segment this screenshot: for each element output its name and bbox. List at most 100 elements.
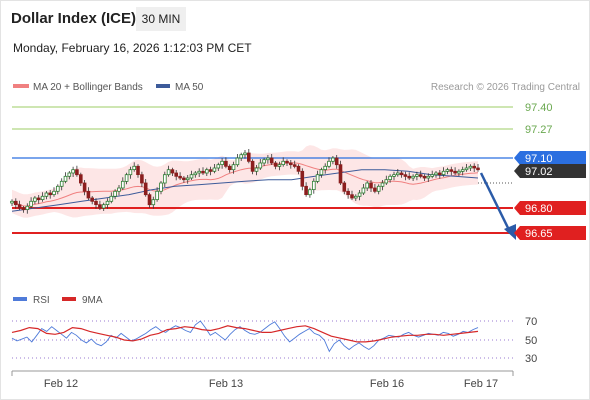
candle-body [399, 172, 404, 176]
candle-body [288, 162, 293, 166]
candle [98, 200, 102, 210]
candle [407, 172, 411, 180]
candle [437, 170, 442, 179]
candle [90, 196, 95, 205]
candle-body [346, 190, 350, 196]
rsi-gridlines [12, 320, 513, 359]
candle [388, 174, 392, 183]
candle-body [403, 174, 408, 177]
rsi-tick-30: 30 [525, 353, 537, 365]
candle-body [434, 172, 438, 176]
candle-body [239, 154, 244, 159]
candle-body [132, 165, 137, 171]
candle [185, 175, 190, 184]
x-label-feb17: Feb 17 [464, 378, 498, 390]
candle-body [296, 165, 301, 172]
candle [36, 195, 41, 204]
candle-body [464, 167, 469, 171]
candle-body [300, 170, 305, 187]
candle [56, 184, 60, 195]
level-label-r1: 97.27 [525, 124, 553, 136]
candle-body [86, 190, 91, 199]
candle [464, 164, 469, 172]
candle-body [380, 182, 385, 187]
candle-body [224, 160, 228, 167]
candle [468, 164, 473, 171]
level-tag-s1: 96.80 [514, 201, 586, 215]
candle [472, 163, 476, 172]
candle [143, 179, 148, 197]
candle [162, 171, 167, 187]
candle [59, 178, 64, 191]
candle [94, 198, 98, 209]
candle [17, 200, 22, 210]
candle [231, 161, 236, 174]
timestamp: Monday, February 16, 2026 1:12:03 PM CET [13, 41, 252, 55]
level-label-s1: 96.80 [525, 203, 553, 215]
candle [415, 171, 419, 181]
candle-body [56, 185, 60, 192]
rsi-line [11, 320, 479, 353]
candle [403, 171, 408, 181]
candle-body [468, 165, 473, 169]
candle [258, 159, 263, 170]
candle-body [79, 174, 83, 184]
candle [159, 181, 163, 195]
candle [357, 190, 362, 201]
candle [71, 166, 75, 177]
candle [334, 155, 339, 169]
candle-body [422, 175, 427, 179]
level-tag-pivot: 97.10 [514, 151, 586, 165]
candle-body [185, 177, 190, 181]
candle-body [82, 182, 87, 192]
candle [384, 175, 389, 185]
candle-body [350, 194, 354, 199]
candle-body [178, 175, 182, 179]
candle [204, 167, 209, 176]
candle [227, 164, 232, 173]
candle [319, 167, 324, 178]
candle [174, 170, 179, 181]
candle-body [308, 189, 312, 196]
candle [128, 166, 133, 179]
candle-body [254, 167, 259, 172]
candle-body [449, 169, 454, 172]
candle-body [113, 190, 117, 197]
candle-body [10, 200, 14, 204]
candle-body [197, 170, 202, 174]
candle [392, 171, 396, 181]
candle-body [101, 204, 106, 209]
candle [342, 181, 347, 195]
candle-body [285, 160, 289, 164]
candle [476, 164, 480, 172]
instrument-title: Dollar Index (ICE) [11, 10, 137, 27]
candle-body [338, 164, 343, 184]
candle [369, 180, 373, 192]
candle-body [174, 172, 179, 177]
candle-body [342, 182, 347, 192]
candle [235, 154, 240, 167]
candle-body [227, 165, 232, 171]
timeframe-badge[interactable]: 30 MIN [136, 7, 186, 31]
x-label-feb13: Feb 13 [209, 378, 243, 390]
candle-body [75, 169, 79, 176]
candle-body [277, 164, 282, 167]
candle-body [124, 174, 129, 182]
rsi-legend: RSI 9MA [13, 295, 103, 306]
level-label-s2: 96.65 [525, 228, 553, 240]
candle-body [208, 169, 213, 172]
candle [304, 182, 308, 197]
candle-body [365, 182, 369, 189]
candle-body [437, 172, 442, 176]
candle-body [212, 167, 217, 172]
candle [239, 152, 244, 161]
candle [48, 190, 52, 199]
candle [136, 164, 140, 178]
candle-body [143, 182, 148, 196]
level-tag-s2: 96.65 [514, 226, 586, 240]
candle [21, 206, 26, 213]
candle [117, 185, 121, 196]
candle-body [193, 172, 198, 176]
level-tag-last: 97.02 [514, 164, 586, 178]
